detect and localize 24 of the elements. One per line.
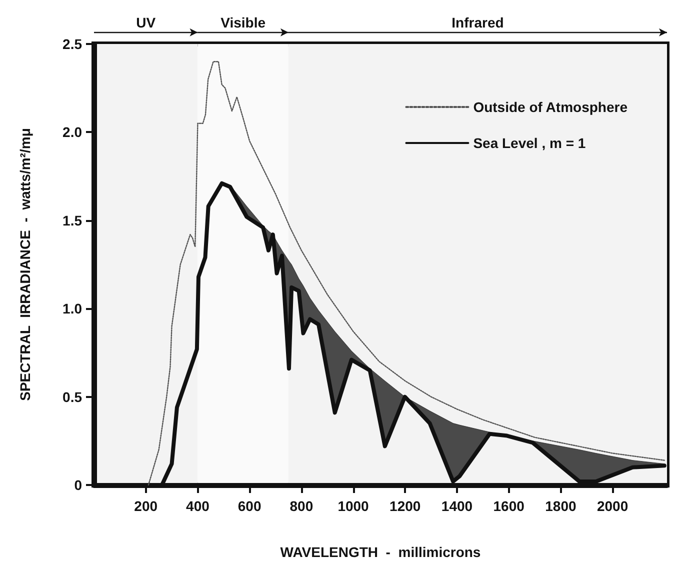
line-series [148, 61, 666, 486]
x-tick-label: 600 [238, 498, 262, 514]
y-axis-title: SPECTRAL IRRADIANCE - watts/m²/mμ [17, 128, 33, 401]
x-tick-label: 2000 [596, 498, 628, 514]
y-tick-label: 0 [74, 477, 82, 493]
x-tick-label: 200 [134, 498, 158, 514]
x-tick-label: 400 [186, 498, 210, 514]
legend-label: Outside of Atmosphere [473, 99, 628, 115]
legend-label: Sea Level , m = 1 [473, 135, 586, 151]
x-tick-label: 800 [290, 498, 314, 514]
x-tick-label: 1400 [441, 498, 473, 514]
x-tick-label: 1200 [390, 498, 421, 514]
band-label: UV [136, 14, 156, 30]
band-label: Infrared [452, 14, 504, 30]
y-tick-label: 1.5 [62, 212, 82, 228]
x-tick-label: 1800 [545, 498, 576, 514]
x-axis-title: WAVELENGTH - millimicrons [280, 544, 481, 560]
x-tick-label: 1000 [338, 498, 370, 514]
y-tick-label: 1.0 [62, 300, 82, 317]
y-tick-label: 0.5 [62, 388, 82, 405]
y-tick-label: 2.5 [62, 36, 82, 52]
band-label: Visible [220, 14, 266, 30]
x-tick-label: 1600 [493, 498, 525, 514]
y-tick-label: 2.0 [62, 124, 82, 140]
